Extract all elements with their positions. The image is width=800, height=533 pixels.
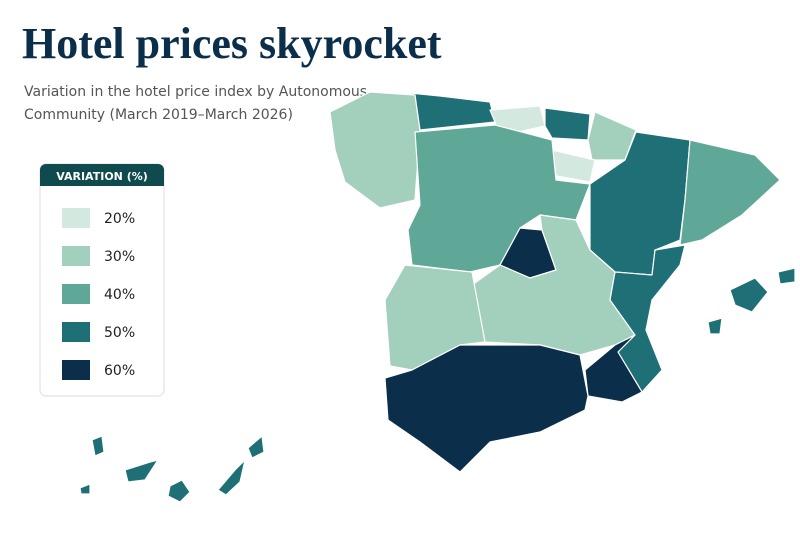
legend-swatch: [62, 322, 90, 342]
region: [587, 111, 637, 161]
region: [91, 435, 105, 457]
legend-label: 50%: [104, 325, 135, 341]
legend-label: 30%: [104, 249, 135, 265]
region: [407, 124, 591, 273]
legend-label: 60%: [104, 363, 135, 379]
region: [544, 107, 591, 141]
legend: VARIATION (%) 20% 30% 40% 50% 60%: [39, 163, 165, 397]
region: [707, 317, 723, 335]
region: [217, 459, 246, 496]
map: [79, 89, 796, 503]
legend-swatch: [62, 284, 90, 304]
legend-title: VARIATION (%): [56, 170, 148, 183]
region: [729, 277, 769, 313]
title: Hotel prices skyrocket: [22, 19, 442, 68]
legend-label: 20%: [104, 211, 135, 227]
legend-box: [39, 163, 165, 397]
region: [167, 479, 191, 503]
legend-label: 40%: [104, 287, 135, 303]
subtitle: Variation in the hotel price index by Au…: [24, 84, 367, 100]
region: [247, 435, 265, 459]
region: [551, 149, 596, 183]
region: [79, 483, 91, 495]
legend-swatch: [62, 246, 90, 266]
legend-header: [40, 164, 164, 186]
subtitle: Community (March 2019–March 2026): [24, 107, 293, 123]
region: [584, 334, 643, 403]
region: [384, 344, 589, 473]
region: [329, 91, 421, 209]
region: [777, 267, 796, 285]
legend-items: 20% 30% 40% 50% 60%: [62, 208, 135, 380]
region: [679, 139, 781, 246]
region: [124, 459, 159, 483]
legend-swatch: [62, 208, 90, 228]
legend-swatch: [62, 360, 90, 380]
